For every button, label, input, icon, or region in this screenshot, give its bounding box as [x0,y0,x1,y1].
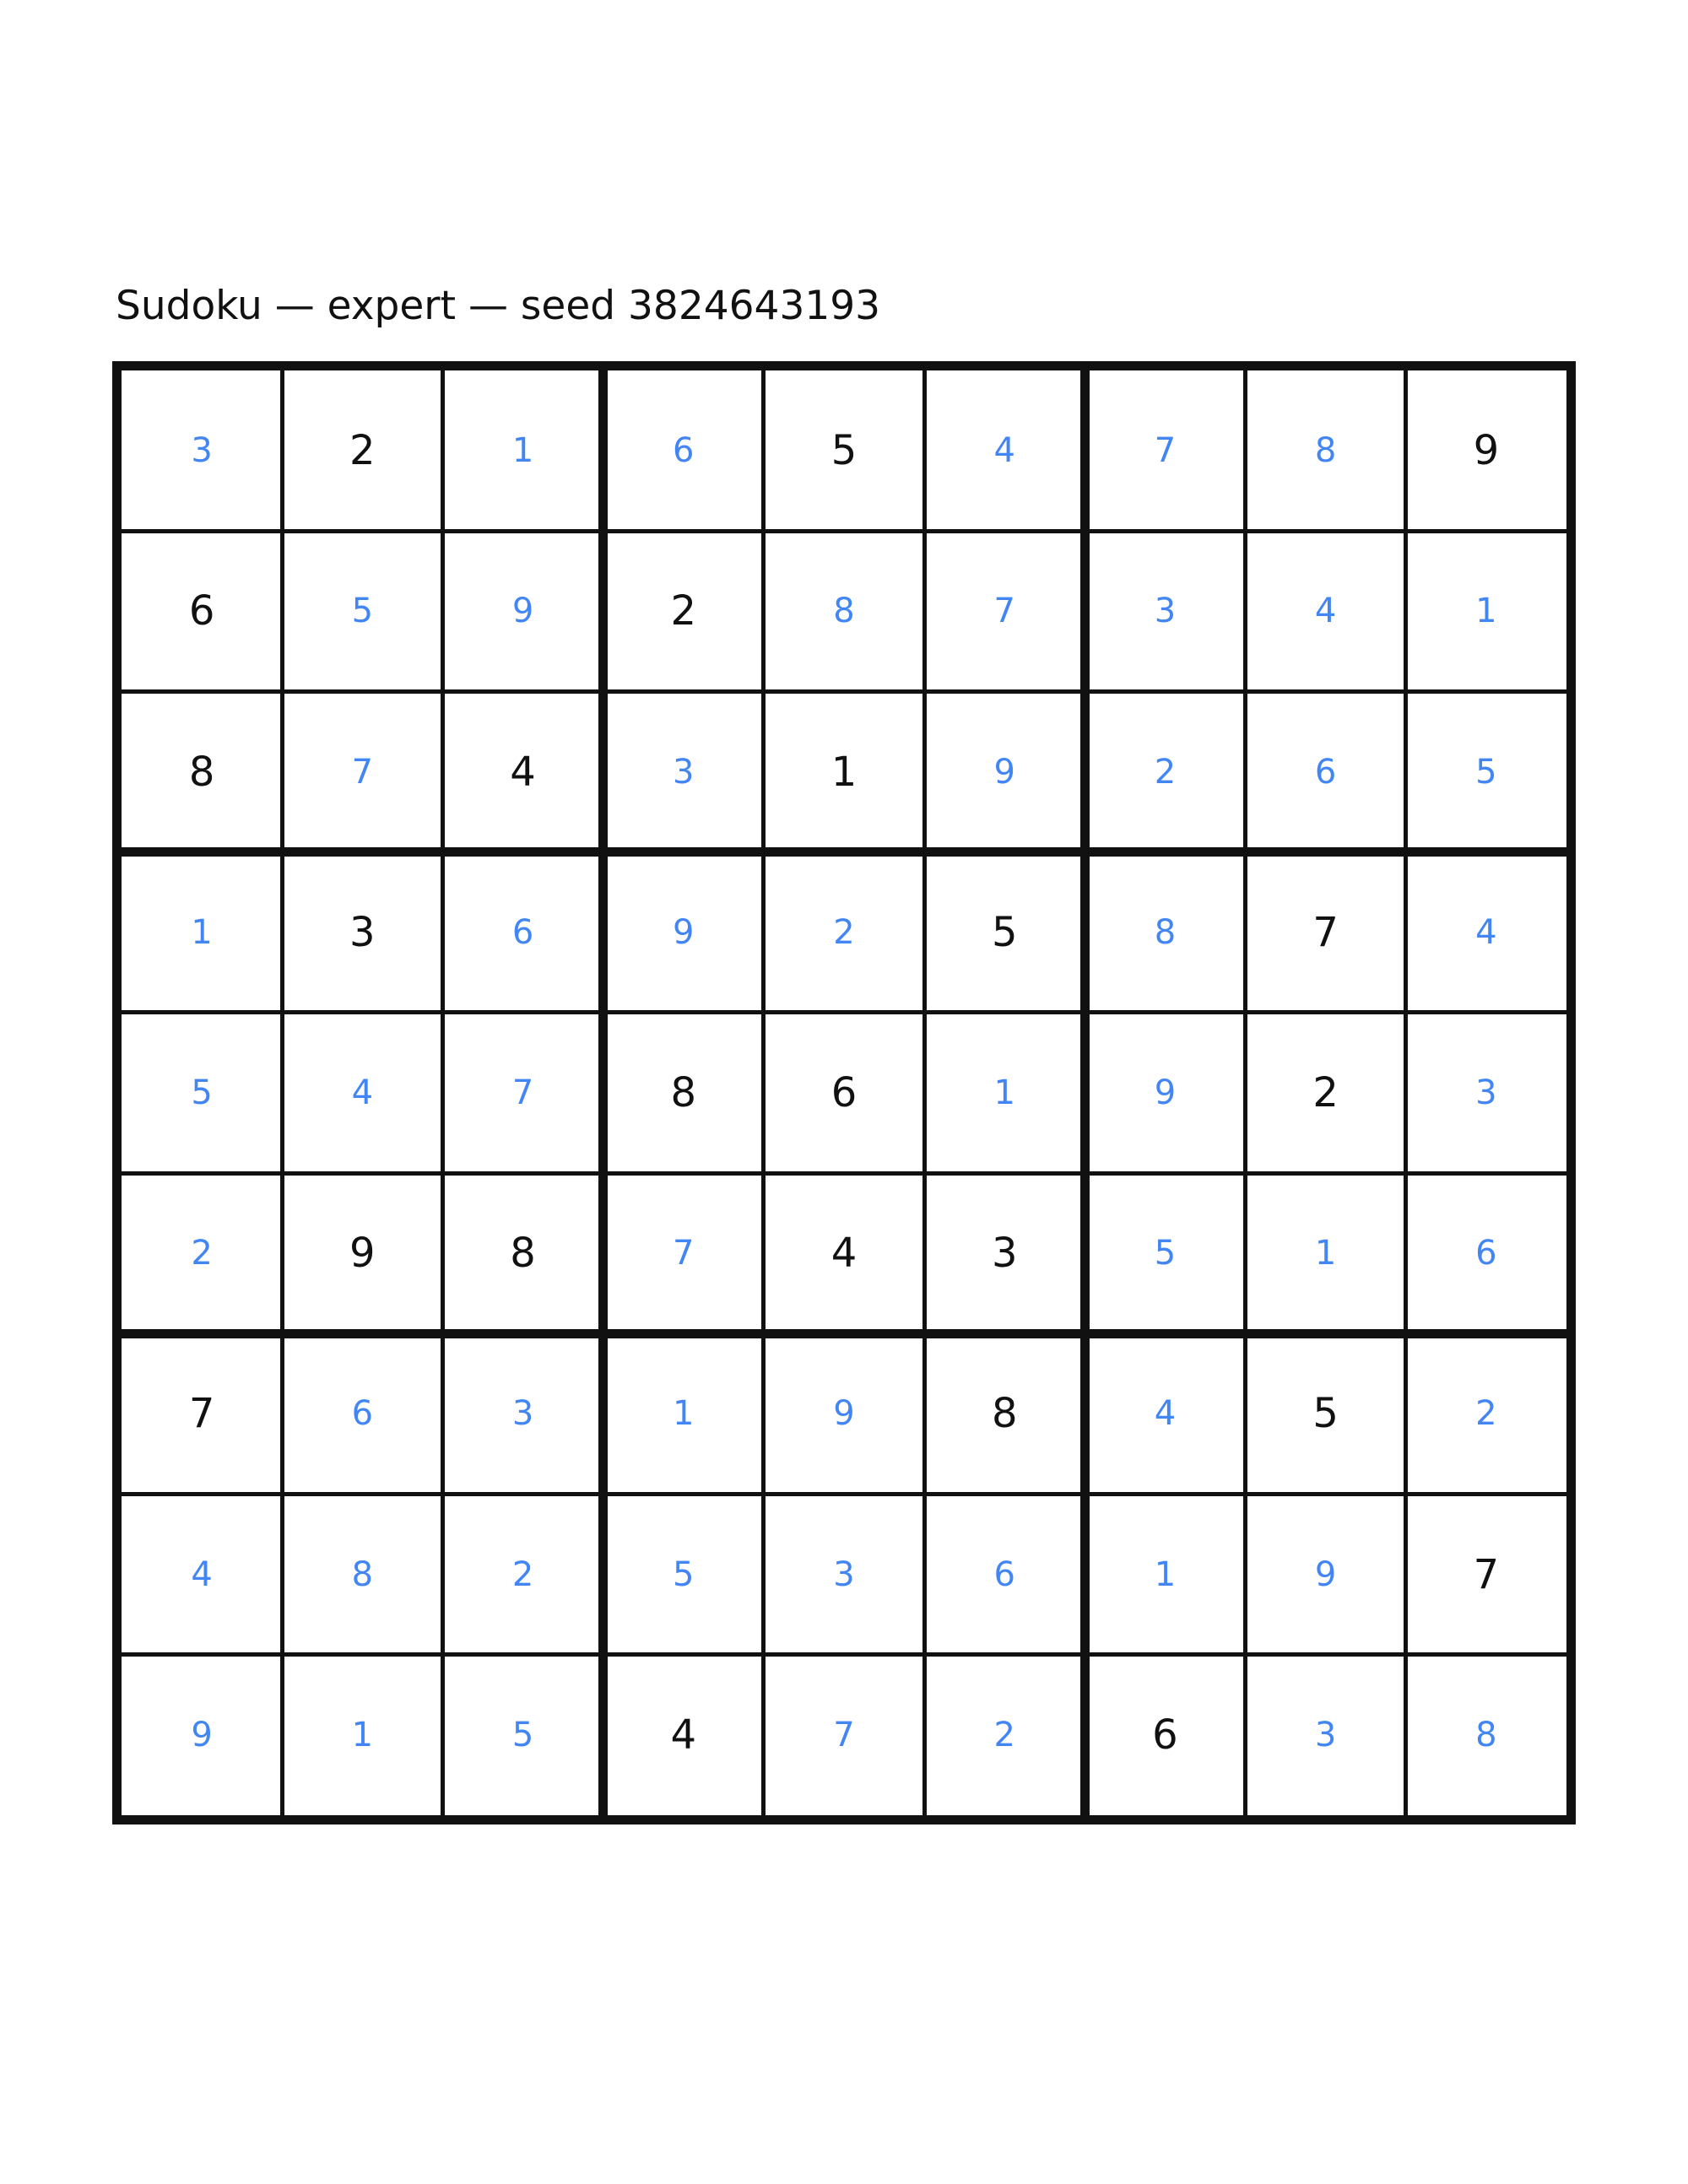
cell-r5c5[interactable]: 6 [830,1068,858,1116]
cell-r1c5[interactable]: 5 [830,427,858,475]
cell-r5c3[interactable]: 7 [511,1073,534,1112]
cell-r1c4[interactable]: 6 [673,431,695,471]
cell-r2c6[interactable]: 7 [993,592,1015,631]
cell-r3c5[interactable]: 1 [830,748,858,796]
cell-r4c3[interactable]: 6 [511,912,534,952]
cell-r1c3[interactable]: 1 [511,431,534,471]
cell-r6c8[interactable]: 1 [1314,1234,1337,1273]
cell-r4c2[interactable]: 3 [349,908,376,956]
cell-r5c1[interactable]: 5 [191,1073,213,1112]
cell-r6c4[interactable]: 7 [673,1234,695,1273]
cell-r9c7[interactable]: 6 [1152,1711,1178,1759]
cell-r7c9[interactable]: 2 [1475,1394,1497,1434]
cell-r9c6[interactable]: 2 [993,1715,1015,1754]
cell-r3c4[interactable]: 3 [673,752,695,792]
cell-r9c8[interactable]: 3 [1314,1715,1337,1754]
cell-r6c5[interactable]: 4 [830,1230,858,1278]
cell-r2c5[interactable]: 8 [833,592,855,631]
cell-r3c8[interactable]: 6 [1314,752,1337,792]
cell-r6c2[interactable]: 9 [349,1230,376,1278]
cell-r7c2[interactable]: 6 [351,1394,374,1434]
cell-r8c9[interactable]: 7 [1473,1550,1500,1598]
cell-r9c4[interactable]: 4 [670,1711,697,1759]
cell-r5c8[interactable]: 2 [1312,1068,1339,1116]
cell-r7c5[interactable]: 9 [833,1394,855,1434]
cell-r8c4[interactable]: 5 [673,1554,695,1594]
cell-r2c3[interactable]: 9 [511,592,534,631]
cell-r8c5[interactable]: 3 [833,1554,855,1594]
cell-r7c6[interactable]: 8 [991,1390,1018,1438]
cell-r7c8[interactable]: 5 [1312,1390,1339,1438]
cell-r8c2[interactable]: 8 [351,1554,374,1594]
cell-r5c6[interactable]: 1 [993,1073,1015,1112]
cell-r5c4[interactable]: 8 [670,1068,697,1116]
cell-r9c2[interactable]: 1 [351,1715,374,1754]
sudoku-board: 3 2 1 6 5 4 7 8 9 6 5 9 2 8 7 3 4 1 8 7 4 3 1 9 2 6 5 1 3 6 9 2 5 8 7 4 5 4 7 8… [112,361,1576,1825]
cell-r4c6[interactable]: 5 [991,908,1018,956]
cell-r4c9[interactable]: 4 [1475,912,1497,952]
cell-r9c5[interactable]: 7 [833,1715,855,1754]
cell-r3c6[interactable]: 9 [993,752,1015,792]
cell-r5c9[interactable]: 3 [1475,1073,1497,1112]
cell-r7c1[interactable]: 7 [188,1390,215,1438]
cell-r3c2[interactable]: 7 [351,752,374,792]
cell-r2c7[interactable]: 3 [1154,592,1177,631]
cell-r6c9[interactable]: 6 [1475,1234,1497,1273]
cell-r9c9[interactable]: 8 [1475,1715,1497,1754]
cell-r5c2[interactable]: 4 [351,1073,374,1112]
cell-r4c7[interactable]: 8 [1154,912,1177,952]
cell-r1c2[interactable]: 2 [349,427,376,475]
cell-r4c4[interactable]: 9 [673,912,695,952]
cell-r5c7[interactable]: 9 [1154,1073,1177,1112]
cell-r7c3[interactable]: 3 [511,1394,534,1434]
cell-r2c1[interactable]: 6 [188,587,215,635]
cell-r8c7[interactable]: 1 [1154,1554,1177,1594]
cell-r2c4[interactable]: 2 [670,587,697,635]
cell-r7c7[interactable]: 4 [1154,1394,1177,1434]
cell-r3c1[interactable]: 8 [188,748,215,796]
cell-r8c1[interactable]: 4 [191,1554,213,1594]
cells-layer: 3 2 1 6 5 4 7 8 9 6 5 9 2 8 7 3 4 1 8 7 4 3 1 9 2 6 5 1 3 6 9 2 5 8 7 4 5 4 7 8… [122,370,1566,1815]
cell-r3c3[interactable]: 4 [510,748,536,796]
cell-r1c8[interactable]: 8 [1314,431,1337,471]
cell-r9c1[interactable]: 9 [191,1715,213,1754]
cell-r4c5[interactable]: 2 [833,912,855,952]
cell-r6c3[interactable]: 8 [510,1230,536,1278]
cell-r1c1[interactable]: 3 [191,431,213,471]
cell-r2c8[interactable]: 4 [1314,592,1337,631]
cell-r1c7[interactable]: 7 [1154,431,1177,471]
cell-r8c8[interactable]: 9 [1314,1554,1337,1594]
cell-r6c7[interactable]: 5 [1154,1234,1177,1273]
puzzle-title: Sudoku — expert — seed 3824643193 [116,283,881,329]
cell-r8c3[interactable]: 2 [511,1554,534,1594]
cell-r4c1[interactable]: 1 [191,912,213,952]
cell-r3c9[interactable]: 5 [1475,752,1497,792]
cell-r1c6[interactable]: 4 [993,431,1015,471]
cell-r6c1[interactable]: 2 [191,1234,213,1273]
cell-r2c9[interactable]: 1 [1475,592,1497,631]
cell-r2c2[interactable]: 5 [351,592,374,631]
cell-r4c8[interactable]: 7 [1312,908,1339,956]
cell-r3c7[interactable]: 2 [1154,752,1177,792]
cell-r8c6[interactable]: 6 [993,1554,1015,1594]
cell-r6c6[interactable]: 3 [991,1230,1018,1278]
cell-r9c3[interactable]: 5 [511,1715,534,1754]
cell-r7c4[interactable]: 1 [673,1394,695,1434]
cell-r1c9[interactable]: 9 [1473,427,1500,475]
